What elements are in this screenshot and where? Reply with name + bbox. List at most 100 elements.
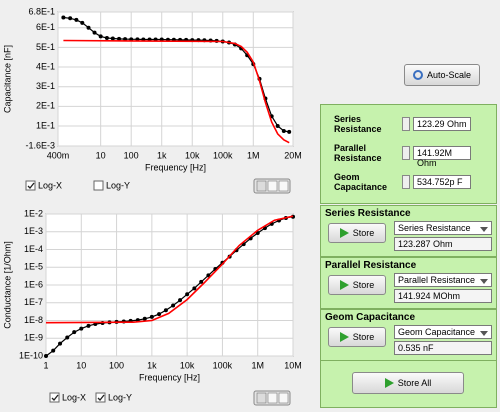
x-tick-label: 100k — [213, 150, 233, 160]
data-point — [104, 35, 109, 40]
data-point — [178, 298, 183, 303]
checkbox[interactable] — [49, 392, 60, 403]
y-axis-label: Capacitance [nF] — [2, 45, 12, 113]
x-tick-label: 1 — [43, 360, 48, 370]
checkbox[interactable] — [93, 180, 104, 191]
x-tick-label: 100 — [109, 360, 124, 370]
graph-palette — [253, 390, 291, 406]
dropdown[interactable]: Parallel Resistance — [394, 273, 492, 287]
data-point — [68, 16, 73, 21]
palette-tool — [256, 392, 267, 404]
field-input[interactable]: 534.752p F — [413, 175, 471, 189]
arrow-icon — [339, 280, 349, 290]
y-tick-label: 1E-7 — [24, 297, 43, 307]
palette-tool — [278, 180, 289, 192]
y-tick-label: 6.8E-1 — [28, 6, 55, 16]
arrow-icon — [339, 228, 349, 238]
data-point — [98, 34, 103, 39]
section-title: Parallel Resistance — [325, 260, 417, 271]
store-all-button[interactable]: Store All — [352, 372, 464, 394]
data-point — [79, 326, 84, 331]
y-tick-label: 6E-1 — [36, 22, 55, 32]
y-tick-label: 2E-1 — [36, 101, 55, 111]
readout: 0.535 nF — [394, 341, 492, 355]
store-button[interactable]: Store — [328, 327, 386, 347]
x-tick-label: 10k — [185, 150, 200, 160]
dropdown[interactable]: Geom Capacitance — [394, 325, 492, 339]
y-tick-label: -1.6E-3 — [25, 140, 55, 150]
checkbox[interactable] — [95, 392, 106, 403]
x-tick-label: 10k — [180, 360, 195, 370]
series-line — [45, 215, 294, 324]
dropdown[interactable]: Series Resistance — [394, 221, 492, 235]
x-tick-label: 100 — [124, 150, 139, 160]
data-point — [171, 303, 176, 308]
data-point — [117, 36, 122, 41]
data-point — [86, 323, 91, 328]
store-button[interactable]: Store — [328, 275, 386, 295]
data-point — [110, 36, 115, 41]
charts: 400m 10 100 1k 10k 100k 1M 20M 6.8E-1 6E-1 5E-1 4E-… — [2, 6, 302, 406]
field-label: Parallel Resistance — [334, 143, 382, 163]
spinner[interactable] — [402, 175, 410, 189]
palette-tool — [256, 180, 267, 192]
data-point — [157, 312, 162, 317]
data-point — [199, 279, 204, 284]
y-tick-label: 1E-9 — [24, 333, 43, 343]
data-point — [287, 129, 292, 134]
data-point — [86, 25, 91, 30]
data-point — [51, 348, 56, 353]
store-label: Store — [352, 228, 375, 238]
y-tick-label: 5E-1 — [36, 42, 55, 52]
y-tick-label: 1E-6 — [24, 279, 43, 289]
data-point — [192, 286, 197, 291]
x-tick-label: 1M — [251, 360, 264, 370]
x-tick-label: 10 — [96, 150, 106, 160]
checkbox[interactable] — [25, 180, 36, 191]
x-tick-label: 400m — [47, 150, 70, 160]
arrow-icon — [339, 332, 349, 342]
y-tick-label: 1E-3 — [24, 226, 43, 236]
data-point — [58, 341, 63, 346]
x-tick-label: 1k — [157, 150, 167, 160]
field-label: Geom Capacitance — [334, 172, 388, 192]
spinner[interactable] — [402, 117, 410, 131]
data-point — [275, 124, 280, 129]
y-tick-label: 4E-1 — [36, 61, 55, 71]
store-label: Store — [352, 280, 375, 290]
graph-palette — [253, 178, 291, 194]
field-input[interactable]: 141.92M Ohm — [413, 146, 471, 168]
y-tick-label: 1E-5 — [24, 262, 43, 272]
data-point — [163, 308, 168, 313]
data-point — [149, 314, 154, 319]
series-line — [63, 39, 290, 144]
checkmark — [27, 182, 35, 189]
spinner[interactable] — [402, 146, 410, 160]
data-point — [80, 20, 85, 25]
x-tick-label: 20M — [284, 150, 302, 160]
data-point — [185, 292, 190, 297]
store-button[interactable]: Store — [328, 223, 386, 243]
x-tick-label: 100k — [213, 360, 233, 370]
autoscale-button[interactable]: Auto-Scale — [404, 64, 480, 86]
data-point — [72, 330, 77, 335]
store-label: Store — [352, 332, 375, 342]
y-tick-label: 3E-1 — [36, 81, 55, 91]
field-input[interactable]: 123.29 Ohm — [413, 117, 471, 131]
y-tick-label: 1E-8 — [24, 315, 43, 325]
section-title: Series Resistance — [325, 208, 411, 219]
data-point — [44, 354, 48, 358]
x-tick-label: 10M — [284, 360, 302, 370]
checkmark — [51, 394, 59, 401]
palette-tool — [267, 180, 278, 192]
y-tick-label: 1E-1 — [36, 120, 55, 130]
data-point — [61, 15, 66, 20]
checkbox-label: Log-X — [38, 180, 62, 190]
x-axis-label: Frequency [Hz] — [145, 162, 206, 172]
field-label: Series Resistance — [334, 114, 382, 134]
checkbox-label: Log-Y — [106, 180, 130, 190]
data-point — [74, 17, 79, 22]
section-title: Geom Capacitance — [325, 312, 416, 323]
y-tick-label: 1E-2 — [24, 208, 43, 218]
